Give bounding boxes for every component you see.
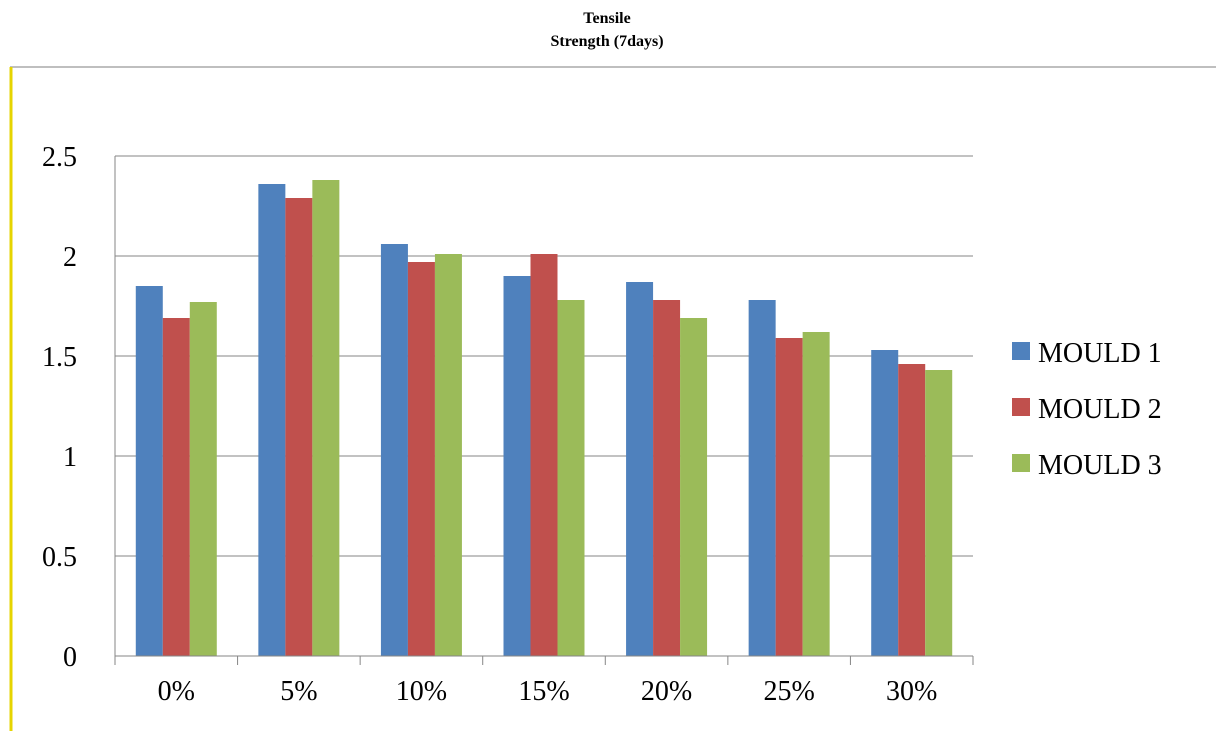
y-tick-label: 2.5 [42, 142, 77, 173]
legend-swatch-mould-2 [1012, 398, 1030, 416]
y-tick-label: 1 [63, 442, 77, 473]
bar-mould-2-4 [653, 300, 681, 656]
x-tick-label: 15% [518, 676, 569, 707]
y-tick-label: 2 [63, 242, 77, 273]
y-tick-label: 0.5 [42, 542, 77, 573]
bar-mould-3-3 [557, 300, 585, 656]
legend-swatch-mould-3 [1012, 454, 1030, 472]
bar-mould-1-4 [626, 282, 654, 656]
bar-mould-2-3 [530, 254, 558, 656]
bar-mould-1-2 [380, 244, 408, 656]
bar-mould-3-1 [312, 180, 340, 656]
bar-mould-1-6 [871, 350, 899, 656]
bar-mould-2-5 [775, 338, 803, 656]
bar-mould-3-4 [680, 318, 708, 656]
bar-mould-2-6 [898, 364, 926, 656]
chart-title-line2: Strength (7days) [550, 33, 663, 50]
y-tick-label: 1.5 [42, 342, 77, 373]
bar-mould-3-2 [434, 254, 462, 656]
y-tick-label: 0 [63, 642, 77, 673]
bar-mould-1-0 [135, 286, 163, 656]
bar-mould-1-5 [748, 300, 776, 656]
axes [114, 156, 974, 665]
x-tick-label: 25% [763, 676, 814, 707]
bar-mould-3-0 [189, 302, 217, 656]
x-tick-label: 5% [280, 676, 317, 707]
legend-swatch-mould-1 [1012, 342, 1030, 360]
bar-mould-1-3 [503, 276, 531, 656]
x-tick-labels: 0% 5% 10% 15% 20% 25% 30% [158, 676, 938, 707]
bar-mould-2-1 [285, 198, 313, 656]
bar-mould-2-2 [407, 262, 435, 656]
bars [135, 180, 953, 656]
legend-label-mould-3: MOULD 3 [1038, 450, 1162, 481]
legend-label-mould-1: MOULD 1 [1038, 338, 1162, 369]
chart-title-line1: Tensile [583, 10, 630, 27]
bar-mould-3-5 [802, 332, 830, 656]
x-tick-label: 30% [886, 676, 937, 707]
y-tick-labels: 0 0.5 1 1.5 2 2.5 [42, 142, 77, 673]
x-tick-label: 10% [396, 676, 447, 707]
bar-mould-2-0 [162, 318, 190, 656]
x-tick-label: 20% [641, 676, 692, 707]
x-tick-label: 0% [158, 676, 195, 707]
bar-mould-1-1 [258, 184, 286, 656]
bar-mould-3-6 [925, 370, 953, 656]
legend-label-mould-2: MOULD 2 [1038, 394, 1162, 425]
legend: MOULD 1 MOULD 2 MOULD 3 [1012, 338, 1162, 481]
